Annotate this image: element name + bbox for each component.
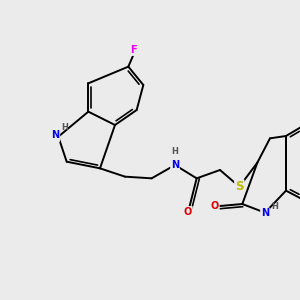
Text: H: H	[271, 202, 278, 211]
Text: H: H	[172, 147, 178, 156]
Text: N: N	[261, 208, 269, 218]
Text: F: F	[130, 45, 137, 55]
Text: N: N	[51, 130, 59, 140]
Text: O: O	[211, 201, 219, 211]
Text: N: N	[51, 132, 59, 142]
Text: O: O	[184, 207, 192, 217]
Text: N: N	[51, 132, 59, 142]
Text: S: S	[235, 180, 244, 193]
Text: N: N	[171, 160, 179, 170]
Text: H: H	[61, 123, 68, 132]
